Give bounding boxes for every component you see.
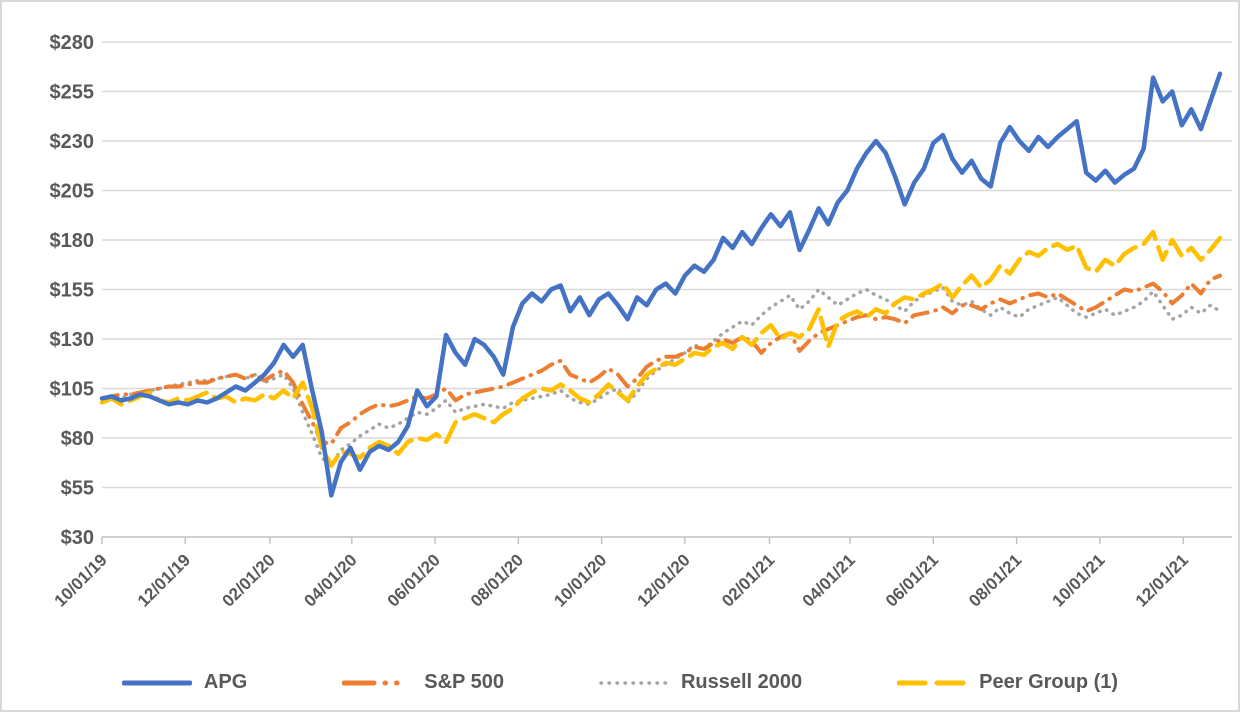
x-axis-label: 02/01/20 xyxy=(218,550,278,610)
x-axis-label: 04/01/21 xyxy=(799,550,859,610)
x-axis-label: 04/01/20 xyxy=(300,550,360,610)
x-axis-label: 10/01/19 xyxy=(51,550,111,610)
y-axis-label: $80 xyxy=(61,428,94,450)
x-axis-label: 08/01/21 xyxy=(965,550,1025,610)
legend-swatch-apg xyxy=(121,680,192,685)
legend-item-russell-2000: Russell 2000 xyxy=(599,671,802,694)
x-axis-label: 12/01/19 xyxy=(134,550,194,610)
legend-label-s-p-500: S&P 500 xyxy=(424,671,504,693)
y-axis-label: $55 xyxy=(61,478,94,500)
legend-swatch-russell-2000 xyxy=(599,680,669,685)
legend-item-s-p-500: S&P 500 xyxy=(342,671,504,694)
x-axis-label: 10/01/20 xyxy=(550,550,610,610)
y-axis-label: $155 xyxy=(50,280,95,302)
x-axis-label: 12/01/21 xyxy=(1132,550,1192,610)
legend-swatch-s-p-500 xyxy=(342,680,413,685)
x-axis-label: 06/01/21 xyxy=(882,550,942,610)
series-line-russell-2000 xyxy=(100,285,1222,468)
x-axis-label: 10/01/21 xyxy=(1048,550,1108,610)
legend-label-peer-group-1: Peer Group (1) xyxy=(979,671,1119,693)
legend-label-apg: APG xyxy=(203,671,248,693)
y-axis-label: $205 xyxy=(50,181,95,203)
y-axis-label: $180 xyxy=(50,230,95,252)
y-axis-label: $130 xyxy=(50,329,95,351)
x-axis-label: 06/01/20 xyxy=(384,550,444,610)
x-axis-label: 08/01/20 xyxy=(467,550,527,610)
legend-item-peer-group-1: Peer Group (1) xyxy=(897,671,1118,694)
legend-swatch-peer-group-1 xyxy=(897,680,968,685)
y-axis-label: $280 xyxy=(50,32,95,54)
series-line-s-p-500 xyxy=(100,273,1222,446)
series-line-apg xyxy=(99,71,1223,498)
y-axis-label: $105 xyxy=(50,379,95,401)
chart-legend: APG S&P 500 Russell 2000 Peer Group (1) xyxy=(2,671,1238,694)
x-axis-label: 02/01/21 xyxy=(718,550,778,610)
y-axis-label: $255 xyxy=(50,82,95,104)
x-axis-label: 12/01/20 xyxy=(633,550,693,610)
y-axis-label: $230 xyxy=(50,131,95,153)
legend-label-russell-2000: Russell 2000 xyxy=(680,671,803,693)
series-line-peer-group-1 xyxy=(99,229,1223,468)
legend-item-apg: APG xyxy=(121,671,248,694)
y-axis-label: $30 xyxy=(61,527,94,549)
